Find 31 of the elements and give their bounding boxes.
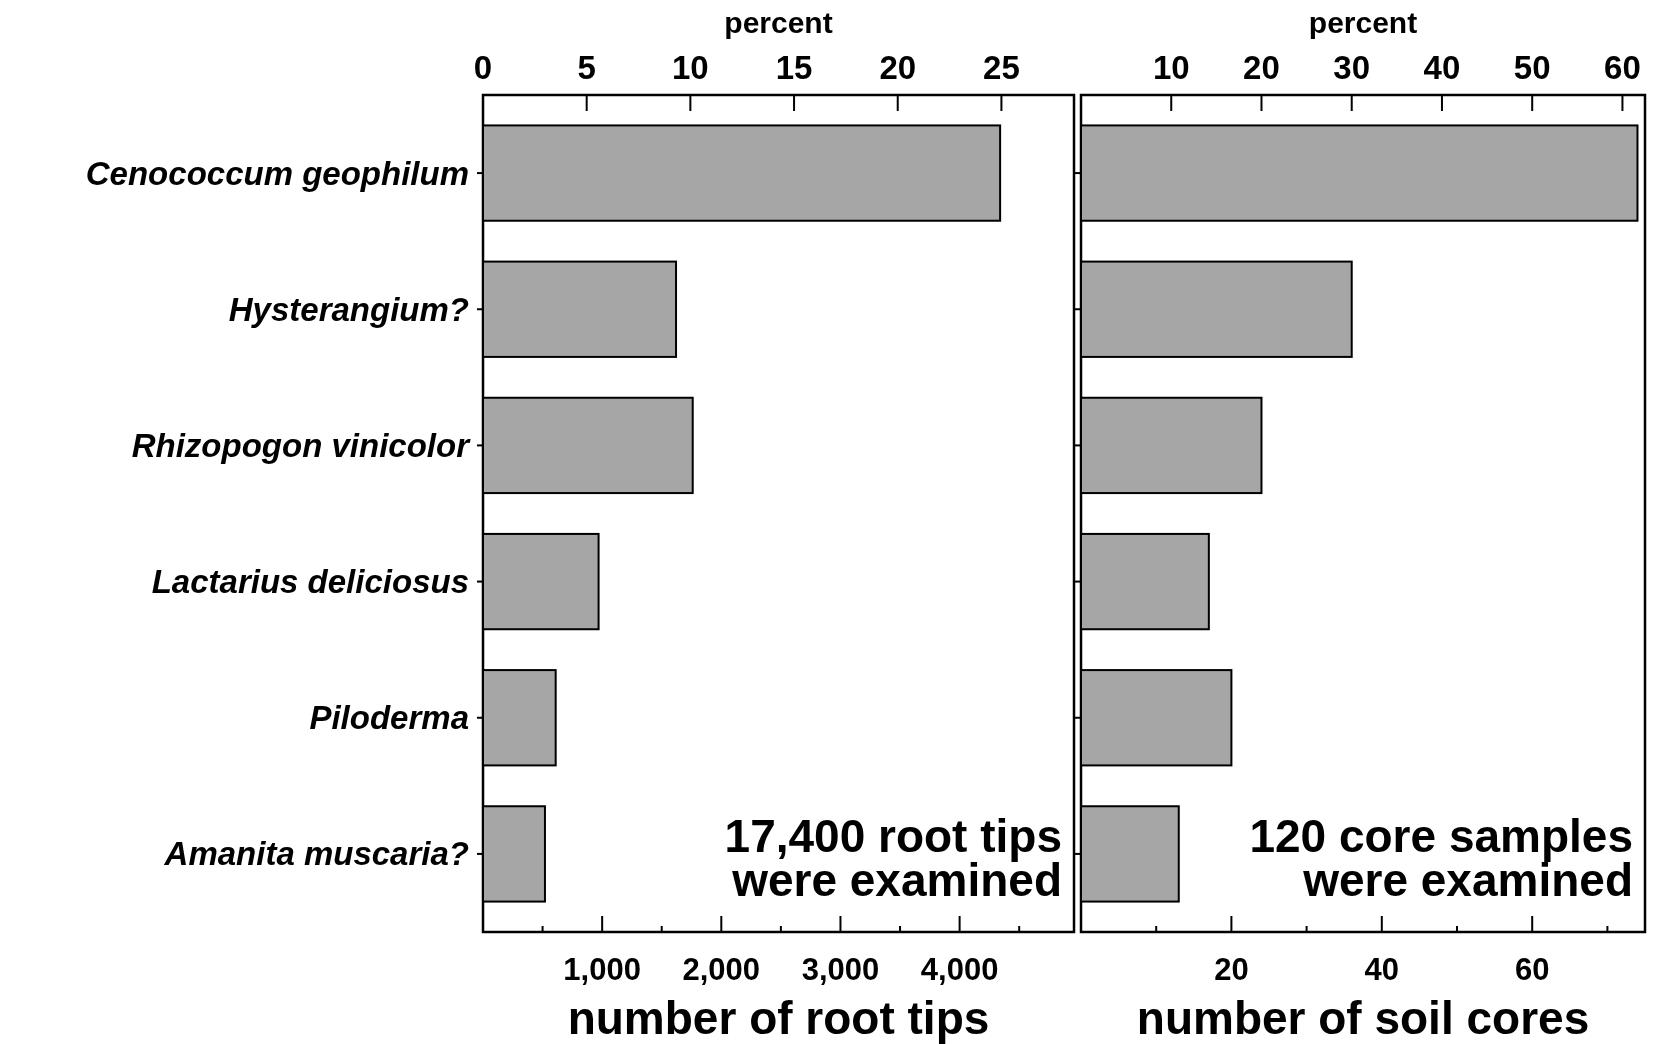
x-tick-label: 20 [1214,952,1249,987]
x2-tick-label: 50 [1513,49,1551,86]
x2-tick-label: 20 [879,49,917,86]
y-tick-label: Amanita muscaria? [163,835,469,873]
x-tick-label: 2,000 [682,952,761,987]
x2-tick-label: 10 [672,49,709,86]
x-tick-label: 4,000 [920,952,999,987]
y-tick-label: Hysterangium? [228,290,469,328]
annotation: 17,400 root tips were examined [724,810,1062,906]
x-tick-label: 40 [1364,952,1400,987]
x2-tick-label: 15 [775,49,813,86]
x2-tick-label: 10 [1152,49,1190,86]
x2-axis-title: percent [724,6,833,39]
x-tick-label: 1,000 [563,952,641,987]
x2-tick-label: 25 [983,49,1020,86]
x2-tick-label: 20 [1243,49,1280,86]
x-axis-title: number of root tips [567,992,990,1044]
y-tick-label: Lactarius deliciosus [151,563,469,601]
x2-tick-label: 60 [1604,49,1641,86]
annotation: 120 core samples were examined [1249,810,1633,906]
x2-axis-title: percent [1308,6,1418,39]
y-tick-label: Piloderma [309,699,469,737]
x2-tick-label: 5 [577,49,596,86]
x-tick-label: 3,000 [801,952,880,987]
y-tick-label: Rhizopogon vinicolor [131,426,472,464]
x-tick-label: 60 [1514,952,1550,987]
x-axis-title: number of soil cores [1136,992,1590,1044]
x2-tick-label: 30 [1333,49,1371,86]
x2-tick-label: 0 [473,49,493,86]
y-tick-label: Cenococcum geophilum [85,154,469,192]
x2-tick-label: 40 [1423,49,1461,86]
